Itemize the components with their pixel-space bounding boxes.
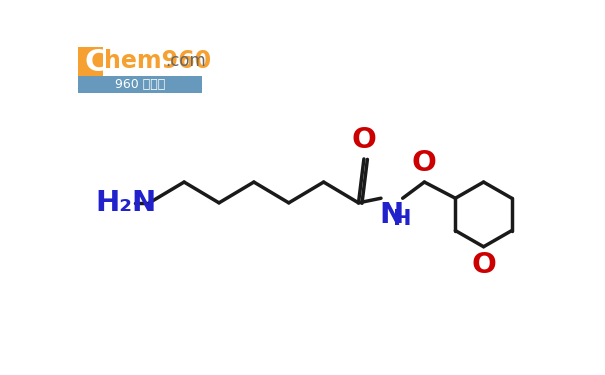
Text: N: N: [380, 201, 404, 229]
Bar: [78, 76, 202, 93]
Bar: [78, 47, 103, 78]
Text: H₂N: H₂N: [96, 189, 157, 217]
Text: H: H: [393, 209, 412, 229]
Text: O: O: [471, 251, 496, 279]
Text: hem960: hem960: [103, 49, 211, 73]
Text: 960 化工网: 960 化工网: [115, 78, 165, 91]
Text: C: C: [85, 48, 107, 77]
Text: O: O: [412, 150, 437, 177]
Text: .com: .com: [166, 52, 206, 70]
Bar: [78, 47, 202, 92]
Text: O: O: [352, 126, 376, 154]
